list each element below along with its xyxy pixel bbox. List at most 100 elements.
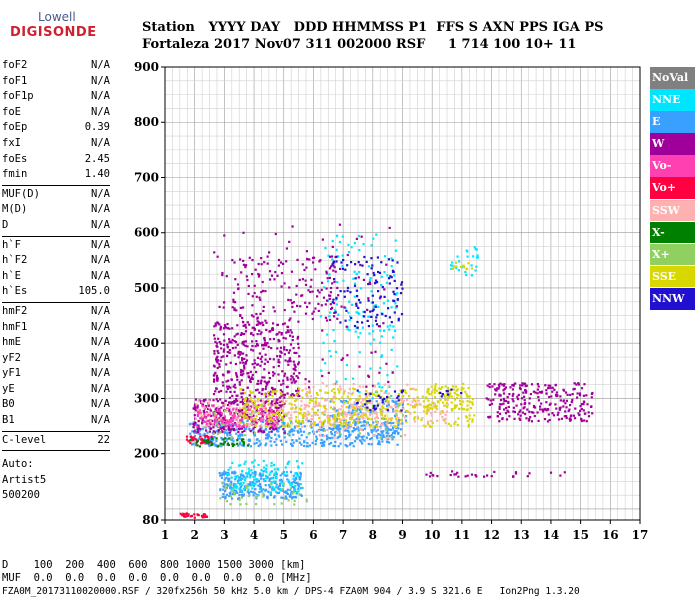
echo-point xyxy=(203,432,206,435)
echo-point xyxy=(550,395,553,398)
echo-point xyxy=(194,398,198,401)
echo-point xyxy=(455,404,458,407)
echo-point xyxy=(204,513,207,516)
echo-point xyxy=(565,415,568,418)
echo-point xyxy=(329,437,332,440)
echo-point xyxy=(283,282,286,285)
echo-point xyxy=(391,438,394,441)
echo-point xyxy=(521,382,524,385)
echo-point xyxy=(316,393,319,396)
parameter-row: M(D) N/A xyxy=(2,202,110,218)
echo-point xyxy=(370,244,373,247)
echo-point xyxy=(278,479,281,482)
echo-point xyxy=(247,443,250,446)
echo-point xyxy=(278,413,281,416)
series-nne xyxy=(226,233,479,495)
echo-point xyxy=(369,342,372,345)
echo-point xyxy=(315,404,318,407)
echo-point xyxy=(373,385,377,388)
echo-point xyxy=(198,429,202,432)
echo-point xyxy=(283,497,286,500)
echo-point xyxy=(213,373,216,376)
echo-point xyxy=(318,426,321,429)
echo-point xyxy=(345,325,348,328)
echo-point xyxy=(283,431,286,434)
echo-point xyxy=(226,407,229,410)
echo-point xyxy=(335,431,339,434)
echo-point xyxy=(235,372,238,375)
echo-point xyxy=(391,259,394,262)
echo-point xyxy=(370,418,373,421)
echo-point xyxy=(391,269,395,272)
echo-point xyxy=(293,487,296,490)
echo-point xyxy=(321,374,324,378)
echo-point xyxy=(348,443,352,446)
echo-point xyxy=(191,430,194,433)
echo-point xyxy=(189,432,192,435)
echo-point xyxy=(379,427,382,430)
parameter-value: N/A xyxy=(91,136,110,149)
echo-point xyxy=(354,277,357,280)
echo-point xyxy=(314,403,317,406)
echo-point xyxy=(504,412,508,415)
echo-point xyxy=(415,402,418,405)
echo-point xyxy=(336,436,339,439)
echo-point xyxy=(232,440,235,443)
echo-point xyxy=(513,410,516,414)
echo-point xyxy=(371,309,374,312)
echo-point xyxy=(299,430,303,433)
echo-point xyxy=(340,413,343,416)
echo-point xyxy=(573,387,576,390)
echo-point xyxy=(243,404,246,407)
echo-point xyxy=(260,426,263,429)
echo-point xyxy=(264,408,267,411)
echo-point xyxy=(330,307,333,311)
echo-point xyxy=(247,483,250,486)
echo-point xyxy=(333,419,337,422)
echo-point xyxy=(368,423,371,426)
parameter-value: N/A xyxy=(91,254,110,267)
echo-point xyxy=(302,421,305,424)
echo-point xyxy=(414,406,417,409)
echo-point xyxy=(242,487,245,490)
echo-point xyxy=(352,445,355,448)
echo-point xyxy=(283,309,286,312)
echo-point xyxy=(400,428,403,431)
echo-point xyxy=(226,442,230,445)
echo-point xyxy=(266,420,269,423)
echo-point xyxy=(586,403,589,406)
echo-point xyxy=(208,413,211,416)
echo-point xyxy=(367,297,370,300)
echo-point xyxy=(212,393,216,396)
echo-point xyxy=(281,390,284,393)
echo-point xyxy=(234,475,237,478)
echo-point xyxy=(404,416,407,419)
echo-point xyxy=(476,254,479,257)
echo-point xyxy=(290,407,293,410)
echo-point xyxy=(212,432,215,435)
echo-point xyxy=(304,283,308,286)
echo-point xyxy=(546,420,550,423)
echo-point xyxy=(416,404,419,407)
echo-point xyxy=(447,393,450,396)
echo-point xyxy=(214,390,217,393)
echo-point xyxy=(352,421,355,424)
echo-point xyxy=(262,403,265,406)
echo-point xyxy=(281,370,284,373)
echo-point xyxy=(450,267,453,270)
echo-point xyxy=(266,342,269,345)
echo-point xyxy=(325,408,328,411)
echo-point xyxy=(446,386,450,389)
echo-point xyxy=(229,421,232,424)
echo-point xyxy=(197,411,200,414)
echo-point xyxy=(304,382,307,385)
echo-point xyxy=(228,409,231,413)
echo-point xyxy=(498,412,502,415)
echo-point xyxy=(218,323,221,326)
echo-point xyxy=(276,491,279,494)
echo-point xyxy=(418,402,421,405)
echo-point xyxy=(251,410,254,413)
echo-point xyxy=(405,409,408,412)
echo-point xyxy=(357,429,360,432)
echo-point xyxy=(210,442,214,445)
